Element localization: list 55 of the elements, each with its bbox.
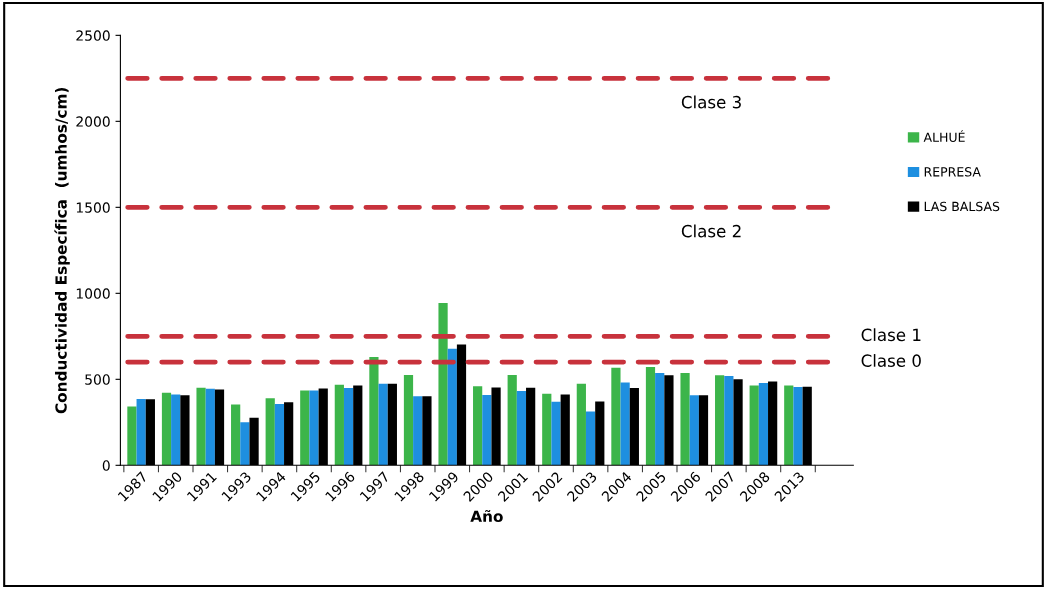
bar — [300, 390, 310, 466]
bar — [309, 390, 319, 466]
bar — [715, 375, 725, 466]
bar — [645, 367, 656, 466]
bar — [447, 348, 457, 466]
bar — [127, 406, 137, 466]
bar — [369, 356, 379, 466]
bar — [265, 398, 275, 466]
bar — [551, 401, 561, 466]
bar — [413, 396, 423, 466]
bar — [680, 372, 690, 466]
bar — [784, 385, 794, 466]
bar — [655, 372, 665, 466]
bar — [724, 375, 734, 466]
y-axis-title: Conductividad Específica (umhos/cm) — [54, 87, 70, 414]
ref-line-label: Clase 1 — [861, 328, 921, 342]
bar — [793, 387, 803, 466]
bar — [749, 385, 759, 466]
legend-label: ALHUÉ — [923, 130, 965, 142]
ref-line-label: Clase 2 — [681, 224, 741, 238]
bar — [585, 411, 596, 466]
y-tick-label: 2500 — [76, 30, 110, 41]
ref-line-label: Clase 0 — [861, 354, 921, 367]
bar — [758, 383, 769, 466]
bar — [689, 395, 699, 466]
bar — [516, 391, 527, 466]
bar — [274, 403, 285, 466]
bar — [482, 394, 492, 466]
bar — [576, 383, 586, 466]
bar — [205, 388, 215, 466]
bar — [240, 422, 250, 466]
bar — [161, 392, 172, 466]
bar — [231, 404, 241, 466]
bar — [343, 388, 354, 466]
bar — [611, 367, 621, 466]
y-tick-label: 1000 — [76, 288, 110, 299]
bar — [403, 375, 414, 466]
legend-label: REPRESA — [924, 167, 981, 177]
y-tick-label: 1500 — [76, 202, 110, 213]
bar — [507, 375, 517, 466]
y-tick-label: 2000 — [76, 116, 110, 127]
legend-label: LAS BALSAS — [924, 201, 1000, 212]
bar — [620, 382, 630, 466]
bar — [473, 386, 483, 466]
ref-line-label: Clase 3 — [681, 95, 741, 109]
y-tick-label: 500 — [85, 374, 110, 385]
y-tick-label: 0 — [102, 460, 110, 471]
x-axis-title: Año — [470, 509, 503, 523]
bar — [542, 393, 552, 466]
bar — [378, 383, 388, 466]
bar — [196, 387, 206, 466]
bar — [136, 398, 146, 466]
bar — [438, 302, 448, 466]
bar — [334, 384, 344, 466]
bar — [171, 394, 181, 466]
